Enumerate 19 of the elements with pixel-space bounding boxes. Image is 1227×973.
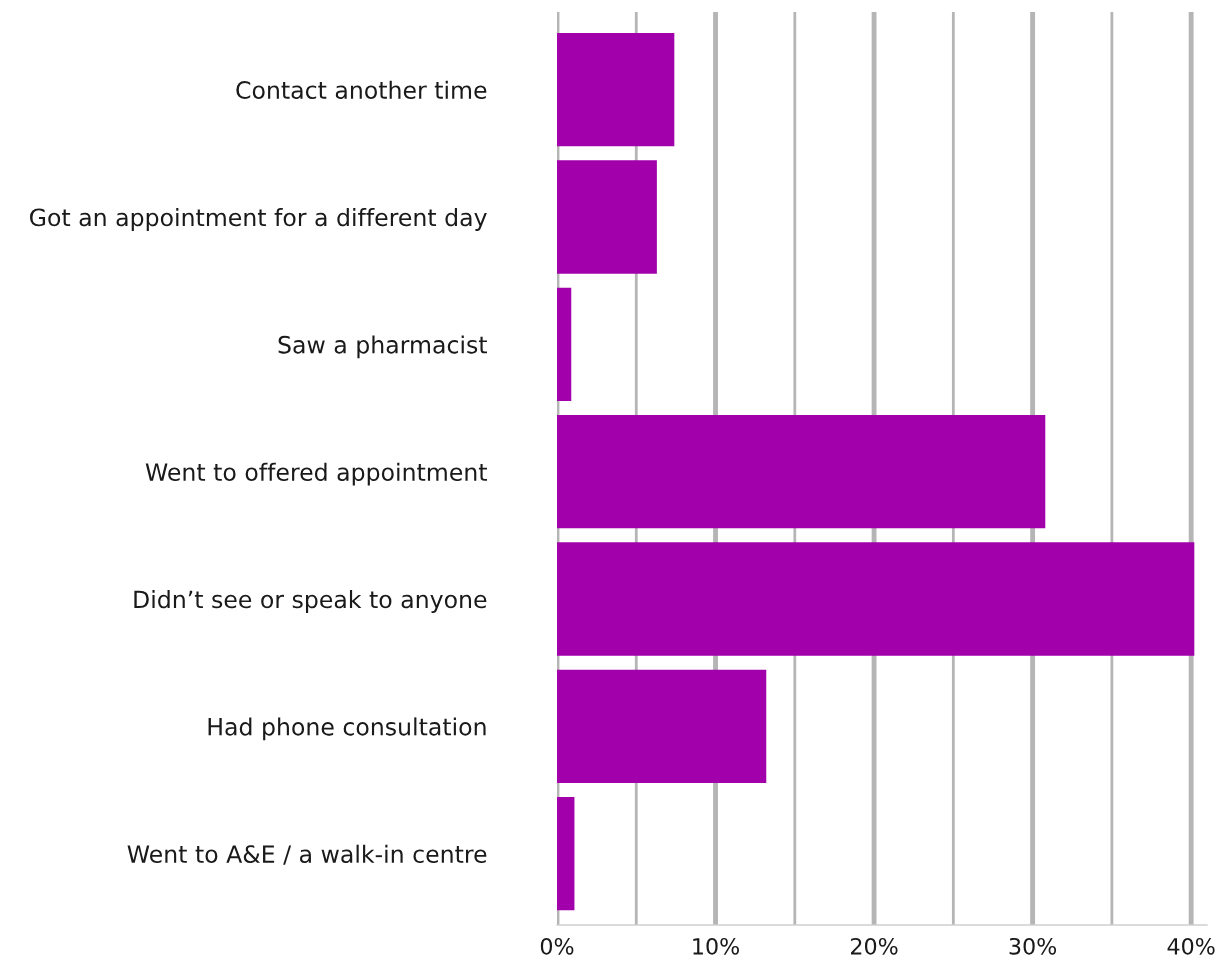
- y-tick-label: Saw a pharmacist: [278, 335, 487, 359]
- y-tick-label: Had phone consultation: [208, 717, 486, 741]
- y-tick-label: Didn’t see or speak to anyone: [134, 590, 487, 613]
- bar: [557, 160, 657, 274]
- y-tick-label: Went to A&E / a walk-in centre: [127, 844, 487, 865]
- x-tick-label: 20%: [851, 937, 898, 955]
- bar: [557, 669, 767, 784]
- x-tick-label: 40%: [1167, 937, 1215, 955]
- x-tick-label: 30%: [1009, 937, 1057, 955]
- y-tick-label: Contact another time: [236, 80, 487, 99]
- y-tick-label: Went to offered appointment: [145, 462, 487, 486]
- bar: [557, 542, 1195, 656]
- x-tick-label: 10%: [693, 937, 740, 955]
- x-tick-label: 0%: [540, 937, 574, 955]
- bar: [557, 797, 575, 911]
- bar: [557, 415, 1046, 529]
- y-tick-label: Got an appointment for a different day: [30, 208, 487, 231]
- bar: [557, 33, 675, 147]
- bar: [557, 287, 572, 402]
